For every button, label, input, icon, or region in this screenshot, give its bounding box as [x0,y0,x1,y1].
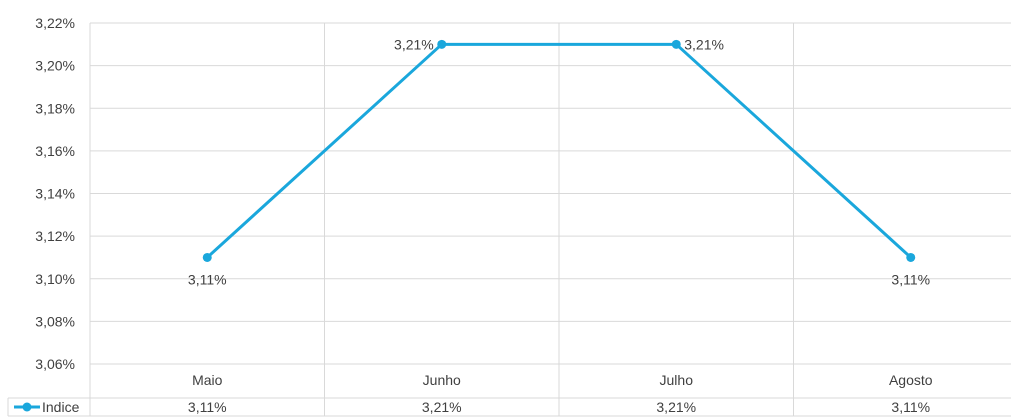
data-table: Indice 3,11% 3,21% 3,21% 3,11% [14,399,930,415]
data-point [906,252,916,262]
legend-key-indice [14,402,40,412]
table-values: 3,11% 3,21% 3,21% 3,11% [188,399,930,415]
y-tick-label: 3,12% [35,228,75,244]
data-label: 3,11% [891,271,930,287]
legend-marker [22,402,32,412]
category-label: Agosto [889,372,933,388]
series-line [206,42,912,259]
legend-label-indice: Indice [42,399,80,415]
y-axis-ticks: 3,06% 3,08% 3,10% 3,12% 3,14% 3,16% 3,18% 3,20%… [35,15,75,372]
category-label: Julho [660,372,694,388]
y-tick-label: 3,16% [35,143,75,159]
y-tick-label: 3,22% [35,15,75,31]
y-tick-label: 3,10% [35,271,75,287]
data-label: 3,21% [684,36,724,52]
category-labels: Maio Junho Julho Agosto [192,372,933,388]
data-point [671,39,681,49]
table-value: 3,11% [891,399,930,415]
data-point [437,39,447,49]
data-label: 3,21% [394,36,434,52]
y-tick-label: 3,06% [35,356,75,372]
category-label: Junho [423,372,461,388]
table-value: 3,11% [188,399,227,415]
table-value: 3,21% [422,399,462,415]
y-tick-label: 3,08% [35,313,75,329]
table-value: 3,21% [656,399,696,415]
data-point [202,252,212,262]
data-labels: 3,11% 3,21% 3,21% 3,11% [188,36,930,287]
y-tick-label: 3,18% [35,100,75,116]
grid-lines [7,22,1011,417]
data-label: 3,11% [188,271,227,287]
y-tick-label: 3,14% [35,186,75,202]
y-tick-label: 3,20% [35,58,75,74]
category-label: Maio [192,372,223,388]
series-indice [202,39,916,262]
